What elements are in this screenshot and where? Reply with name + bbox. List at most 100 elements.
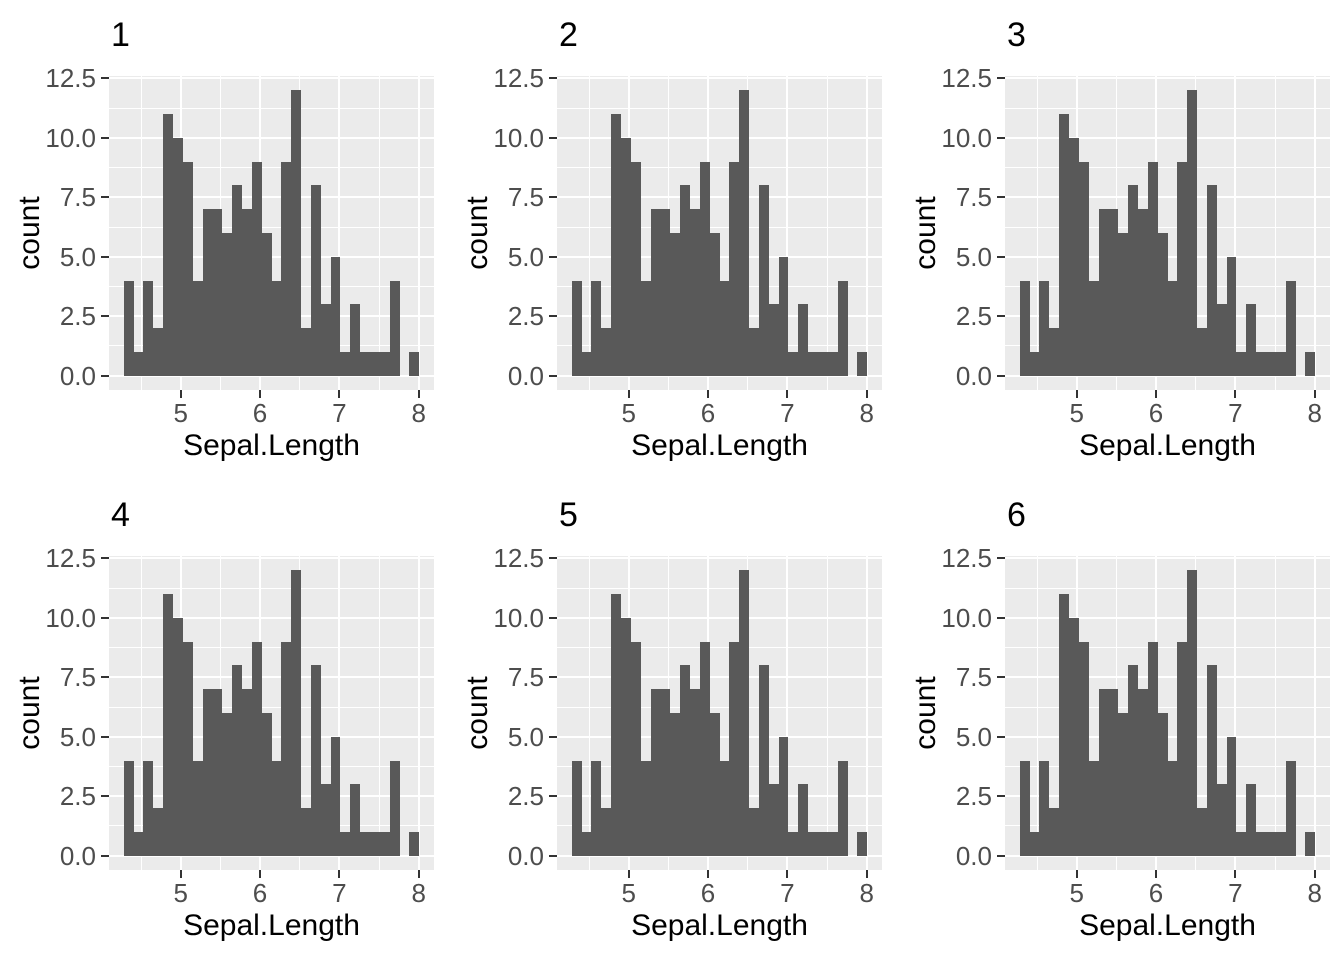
x-gridline-major	[865, 76, 868, 390]
histogram-bar	[173, 137, 183, 376]
x-gridline-minor	[1274, 76, 1276, 390]
histogram-bar	[1266, 351, 1276, 376]
histogram-bar	[1177, 641, 1187, 856]
y-gridline-major	[1005, 557, 1330, 560]
y-tick-label: 10.0	[45, 602, 96, 633]
histogram-bar	[720, 760, 729, 856]
histogram-bar	[1276, 831, 1286, 856]
x-gridline-minor	[826, 556, 828, 870]
y-tick-label: 7.5	[955, 662, 992, 693]
histogram-bar	[631, 641, 641, 856]
histogram-bar	[1236, 831, 1246, 856]
histogram-bar	[124, 280, 134, 376]
y-tick-label: 12.5	[493, 543, 544, 574]
histogram-bar	[651, 209, 660, 376]
histogram-bar	[183, 641, 193, 856]
y-axis-title: count	[13, 676, 46, 750]
histogram-bar	[729, 641, 739, 856]
histogram-bar	[183, 161, 193, 376]
histogram-bar	[779, 736, 788, 856]
histogram-bar	[1227, 256, 1236, 376]
y-tick-label: 5.0	[955, 241, 992, 272]
plot-panel	[1005, 76, 1330, 390]
histogram-bar	[690, 689, 700, 856]
x-tick-label: 7	[332, 878, 347, 908]
histogram-bar	[331, 736, 340, 856]
x-axis-title: Sepal.Length	[631, 429, 808, 462]
x-tick-label: 6	[1148, 878, 1164, 908]
x-tick-mark	[417, 870, 420, 878]
histogram-bar	[1197, 328, 1207, 376]
histogram-bar	[380, 351, 390, 376]
y-tick-label: 12.5	[45, 63, 96, 94]
x-gridline-major	[865, 556, 868, 870]
x-tick-label: 8	[1307, 398, 1322, 428]
y-gridline-minor	[557, 107, 882, 109]
y-axis-title: count	[461, 196, 494, 270]
histogram-bar	[1079, 161, 1089, 376]
y-gridline-major	[557, 374, 882, 377]
histogram-bar	[1128, 665, 1138, 856]
y-tick-label: 7.5	[59, 182, 96, 213]
x-gridline-minor	[378, 556, 380, 870]
histogram-bar	[641, 760, 651, 856]
panel-title: 3	[1007, 16, 1026, 54]
histogram-bar	[788, 351, 798, 376]
histogram-bar	[1305, 351, 1315, 376]
y-tick-label: 7.5	[955, 182, 992, 213]
y-axis-title: count	[13, 196, 46, 270]
x-tick-mark	[1234, 870, 1237, 878]
y-tick-label: 10.0	[45, 122, 96, 153]
histogram-bar	[710, 713, 720, 856]
subplot-cell: 6 5 6 7 8 0.0 2.5 5.0 7.5 10.0 12.5 Sepal.Length cou…	[896, 480, 1344, 960]
x-axis-title: Sepal.Length	[1079, 429, 1256, 462]
histogram-bar	[1236, 351, 1246, 376]
y-tick-label: 12.5	[45, 543, 96, 574]
x-axis-title: Sepal.Length	[183, 429, 360, 462]
y-tick-mark	[101, 854, 109, 857]
histogram-bar	[1246, 784, 1256, 856]
histogram-bar	[641, 280, 651, 376]
x-tick-mark	[1313, 870, 1316, 878]
x-tick-label: 8	[411, 398, 426, 428]
histogram-bar	[1187, 570, 1197, 856]
x-tick-label: 5	[1069, 878, 1084, 908]
plot-panel	[109, 76, 434, 390]
y-tick-label: 7.5	[59, 662, 96, 693]
y-tick-mark	[997, 676, 1005, 679]
histogram-bar	[340, 831, 350, 856]
histogram-bar	[621, 137, 631, 376]
y-tick-mark	[549, 676, 557, 679]
x-tick-mark	[338, 390, 341, 398]
histogram-bar	[670, 713, 680, 856]
histogram-bar	[1256, 351, 1266, 376]
y-tick-label: 5.0	[507, 241, 544, 272]
x-gridline-major	[1234, 76, 1237, 390]
x-tick-label: 5	[173, 878, 188, 908]
y-tick-mark	[549, 557, 557, 560]
x-tick-mark	[1155, 870, 1157, 878]
histogram-bar	[173, 617, 183, 856]
x-tick-mark	[786, 870, 789, 878]
histogram-bar	[370, 831, 380, 856]
histogram-bar	[582, 831, 591, 856]
y-tick-mark	[549, 374, 557, 377]
histogram-bar	[660, 689, 670, 856]
y-gridline-major	[1005, 676, 1330, 679]
x-gridline-major	[786, 76, 789, 390]
y-tick-label: 0.0	[955, 840, 992, 871]
y-tick-mark	[549, 255, 557, 258]
subplot-cell: 1 5 6 7 8 0.0 2.5 5.0 7.5 10.0 12.5 Sepal.Length cou…	[0, 0, 448, 480]
y-gridline-major	[1005, 374, 1330, 377]
y-tick-label: 12.5	[493, 63, 544, 94]
x-tick-mark	[259, 390, 261, 398]
x-axis-title: Sepal.Length	[631, 909, 808, 942]
histogram-bar	[582, 351, 591, 376]
y-gridline-minor	[1005, 587, 1330, 589]
y-gridline-major	[1005, 616, 1330, 619]
histogram-bar	[222, 713, 232, 856]
x-tick-mark	[1313, 390, 1316, 398]
y-gridline-minor	[109, 167, 434, 169]
histogram-bar	[631, 161, 641, 376]
x-tick-mark	[417, 390, 420, 398]
